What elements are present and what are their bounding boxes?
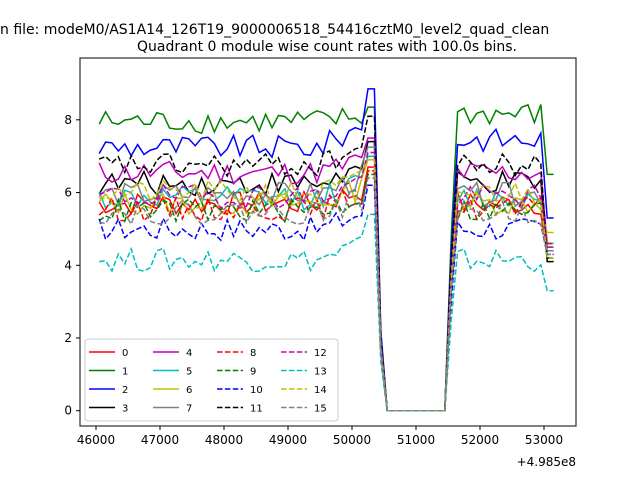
series-line-0: [98, 166, 554, 412]
series-line-9: [98, 173, 554, 412]
series-line-13: [99, 213, 554, 412]
series-line-2: [98, 88, 554, 412]
series-line-10: [98, 184, 554, 412]
x-offset-label: +4.985e8: [517, 455, 576, 469]
legend-label-14: 14: [314, 385, 327, 396]
legend-label-8: 8: [250, 348, 256, 359]
series-line-8: [98, 169, 554, 412]
legend-label-7: 7: [186, 404, 192, 415]
series-line-1: [98, 103, 554, 412]
legend-label-10: 10: [250, 385, 263, 396]
x-tick-label: 47000: [141, 433, 179, 447]
series-line-15: [99, 177, 554, 412]
series-line-11: [98, 115, 554, 412]
legend-label-11: 11: [250, 404, 263, 415]
legend-label-4: 4: [186, 348, 192, 359]
plot-area: [98, 88, 554, 412]
legend-box: [84, 338, 339, 422]
legend-label-15: 15: [314, 404, 327, 415]
x-tick-label: 49000: [269, 433, 307, 447]
legend-label-1: 1: [122, 367, 128, 378]
axes-frame: [79, 57, 577, 427]
legend-label-3: 3: [122, 404, 128, 415]
y-tick-label: 4: [64, 258, 72, 272]
series-line-4: [98, 137, 554, 412]
y-tick-label: 2: [64, 331, 72, 345]
chart-suptitle: n file: modeM0/AS1A14_126T19_9000006518_…: [0, 22, 549, 38]
y-tick-label: 0: [64, 404, 72, 418]
legend-label-9: 9: [250, 367, 256, 378]
legend-label-0: 0: [122, 348, 128, 359]
x-tick-label: 52000: [461, 433, 499, 447]
y-tick-label: 6: [64, 186, 72, 200]
x-tick-label: 50000: [333, 433, 371, 447]
legend-label-5: 5: [186, 367, 192, 378]
x-tick-label: 48000: [205, 433, 243, 447]
legend-label-12: 12: [314, 348, 327, 359]
x-tick-label: 51000: [397, 433, 435, 447]
legend-label-2: 2: [122, 385, 128, 396]
x-tick-label: 46000: [77, 433, 115, 447]
y-tick-label: 8: [64, 113, 72, 127]
series-line-5: [98, 155, 554, 412]
x-tick-label: 53000: [525, 433, 563, 447]
legend-label-13: 13: [314, 367, 327, 378]
legend-label-6: 6: [186, 385, 192, 396]
series-line-12: [99, 151, 554, 412]
series-line-14: [99, 159, 554, 412]
series-line-7: [98, 146, 554, 412]
axis-ticks: 46000 47000 48000 49000 50000 51000 52000 53000…: [64, 113, 563, 447]
chart-title: Quadrant 0 module wise count rates with …: [137, 39, 517, 55]
